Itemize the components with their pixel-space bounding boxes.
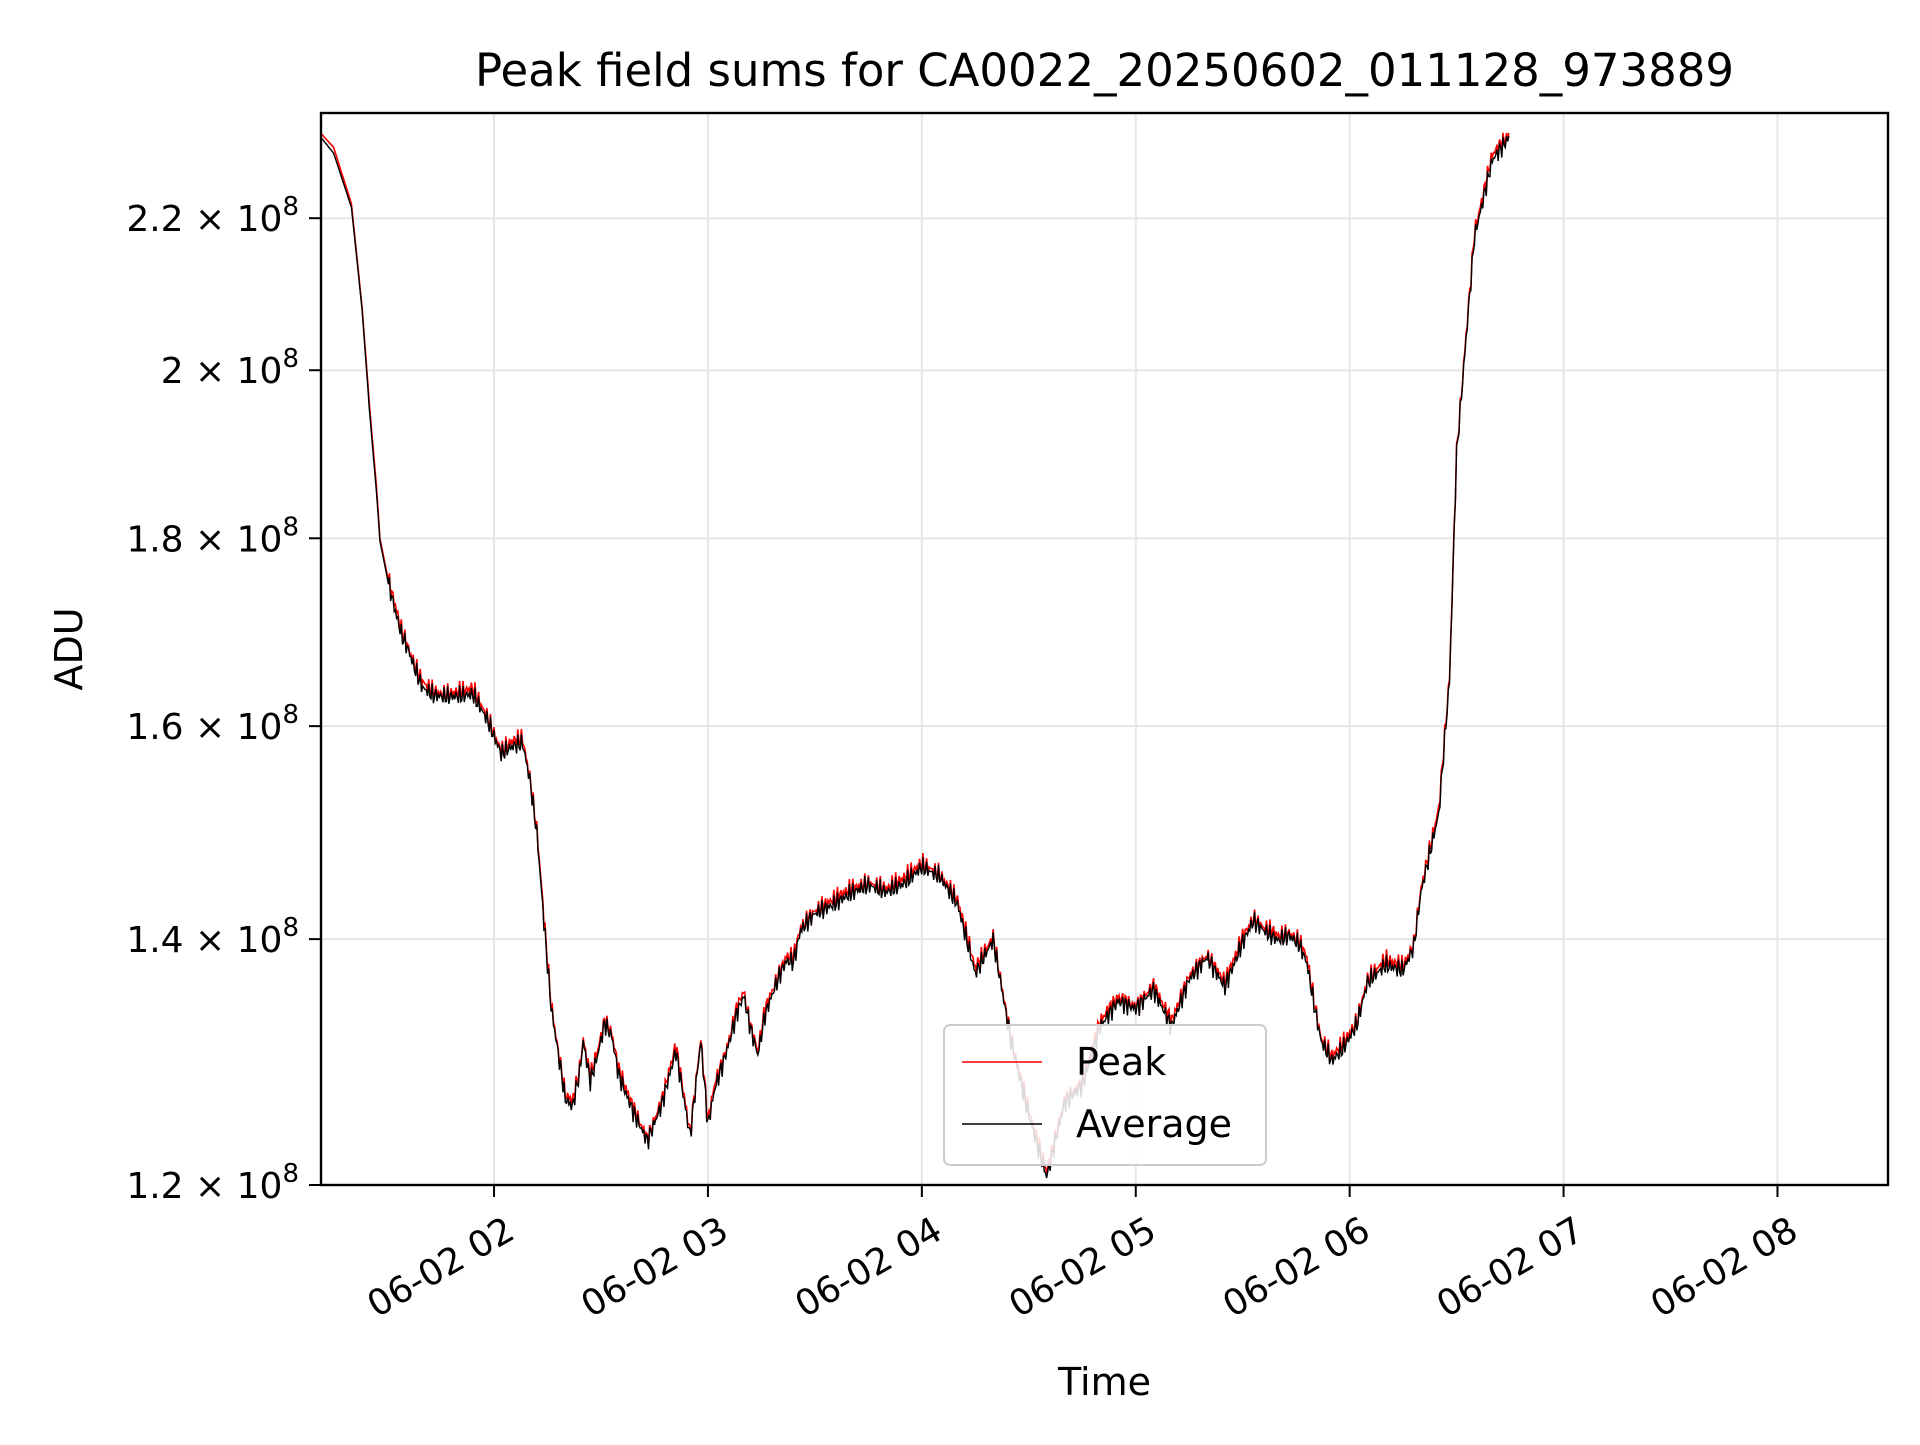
y-tick-label: 1.4 × 108	[126, 913, 299, 961]
x-axis-label: Time	[1057, 1360, 1151, 1404]
x-axis: 06-02 02 06-02 03 06-02 04 06-02 05 06-02 06…	[361, 1185, 1805, 1326]
legend-label-peak: Peak	[1076, 1040, 1166, 1084]
plot-frame	[319, 111, 1890, 1187]
series-line-average	[320, 135, 1510, 1179]
legend-label-average: Average	[1076, 1102, 1232, 1146]
y-tick-label: 1.6 × 108	[126, 700, 299, 748]
legend: Peak Average	[943, 1024, 1267, 1166]
y-axis: 1.2 × 108 1.4 × 108 1.6 × 108 1.8 × 108 2 × …	[126, 192, 321, 1207]
y-tick-label: 1.2 × 108	[126, 1159, 299, 1207]
x-tick-label: 06-02 07	[1430, 1209, 1591, 1325]
y-tick-label: 2 × 108	[161, 344, 299, 392]
x-tick-label: 06-02 06	[1216, 1209, 1377, 1325]
grid-lines	[321, 113, 1888, 1185]
x-tick-label: 06-02 05	[1002, 1209, 1163, 1325]
y-tick-label: 2.2 × 108	[126, 192, 299, 240]
legend-box	[943, 1024, 1267, 1166]
x-tick-label: 06-02 04	[788, 1209, 949, 1325]
x-tick-label: 06-02 03	[575, 1209, 736, 1325]
series-line-peak	[320, 132, 1510, 1173]
chart-title: Peak field sums for CA0022_20250602_0111…	[475, 44, 1734, 97]
x-tick-label: 06-02 08	[1644, 1209, 1805, 1325]
x-tick-label: 06-02 02	[361, 1209, 522, 1325]
y-tick-label: 1.8 × 108	[126, 512, 299, 560]
y-axis-label: ADU	[47, 607, 91, 690]
series-layer	[320, 132, 1510, 1179]
